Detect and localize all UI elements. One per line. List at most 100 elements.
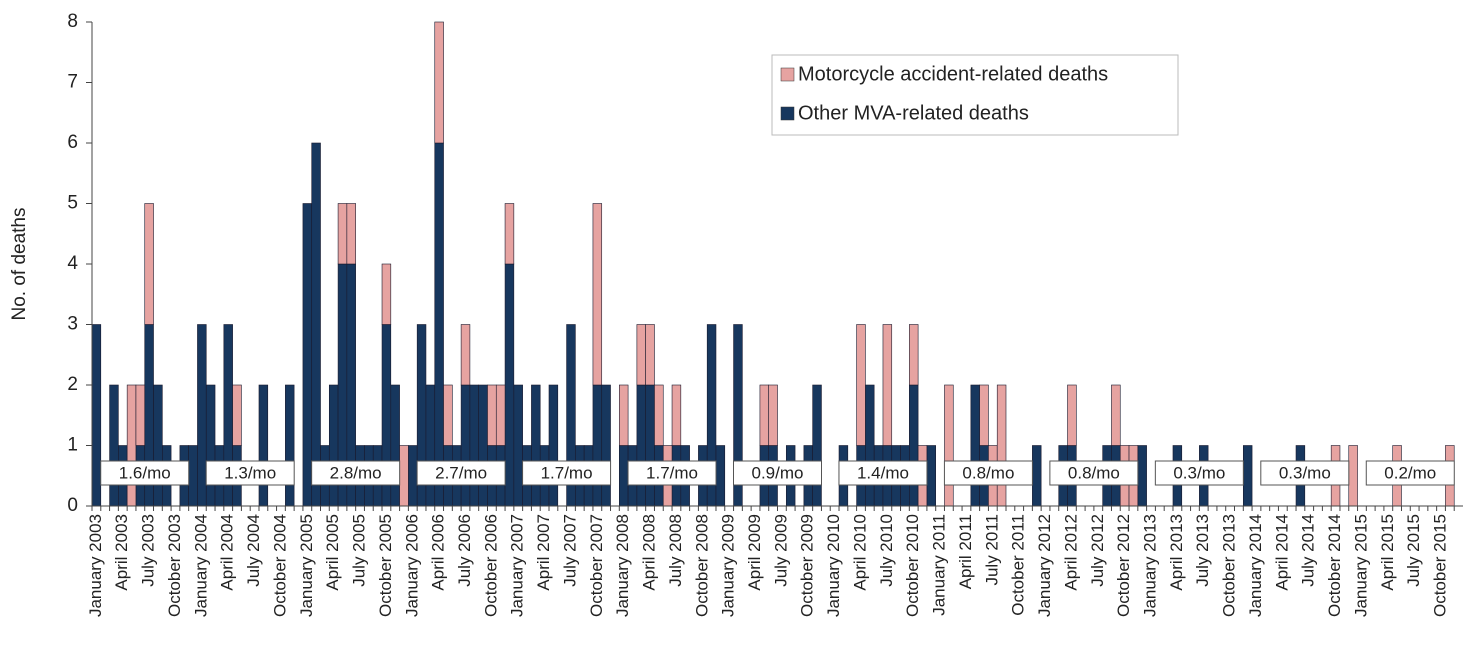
bar-segment: [531, 384, 541, 507]
x-tick-label: October 2012: [1114, 514, 1133, 617]
x-tick-label: April 2014: [1272, 514, 1291, 591]
bar-segment: [495, 384, 506, 446]
x-tick-label: April 2011: [956, 514, 975, 589]
bar-segment: [856, 324, 866, 446]
x-tick-label: January 2006: [402, 514, 421, 617]
bar-segment: [909, 384, 919, 507]
legend-swatch: [780, 106, 795, 121]
annotation-box: [1260, 460, 1350, 486]
x-tick-label: July 2003: [139, 514, 158, 587]
bar-segment: [144, 203, 154, 325]
bar-segment: [636, 324, 646, 386]
annotation: 2.8/mo: [330, 463, 382, 482]
bar-segment: [654, 384, 664, 446]
x-tick-label: January 2009: [719, 514, 738, 617]
x-tick-label: July 2008: [666, 514, 685, 587]
annotation-box: [733, 460, 822, 486]
x-tick-label: July 2012: [1088, 514, 1107, 587]
x-tick-label: January 2011: [930, 514, 949, 616]
bar-segment: [205, 384, 216, 507]
x-tick-label: October 2007: [587, 514, 606, 617]
x-tick-label: July 2011: [982, 514, 1001, 586]
bar-segment: [504, 203, 515, 265]
y-tick-label: 8: [67, 11, 78, 32]
x-tick-label: April 2008: [640, 514, 659, 591]
x-tick-label: April 2015: [1378, 514, 1397, 591]
x-tick-label: January 2003: [86, 514, 105, 617]
x-tick-label: January 2014: [1246, 514, 1265, 617]
x-tick-label: October 2010: [903, 514, 922, 617]
x-tick-label: January 2013: [1140, 514, 1159, 617]
bar-segment: [1137, 445, 1147, 507]
annotation-box: [311, 460, 401, 486]
y-tick-label: 0: [67, 495, 78, 516]
bar-segment: [671, 384, 682, 446]
legend-swatch: [780, 67, 795, 82]
bar-segment: [865, 384, 875, 507]
legend-label: Motorcycle accident-related deaths: [798, 63, 1108, 85]
bar-segment: [381, 263, 392, 325]
bar-segment: [715, 445, 726, 507]
bar-segment: [759, 384, 770, 446]
x-tick-label: July 2005: [350, 514, 369, 587]
annotation-box: [1365, 460, 1455, 486]
annotation: 1.6/mo: [119, 463, 171, 482]
bar-segment: [135, 384, 146, 446]
x-tick-label: April 2003: [112, 514, 131, 591]
x-tick-label: April 2004: [218, 514, 237, 591]
bar-segment: [311, 142, 321, 507]
x-tick-label: April 2005: [323, 514, 342, 591]
annotation-box: [416, 460, 506, 486]
legend-box: [771, 54, 1179, 136]
bar-segment: [926, 445, 936, 507]
bar-segment: [601, 384, 611, 507]
x-tick-label: July 2004: [244, 514, 263, 587]
annotation: 0.3/mo: [1173, 463, 1225, 482]
y-tick-label: 5: [67, 193, 78, 214]
y-tick-label: 1: [67, 435, 78, 456]
x-tick-label: July 2014: [1299, 514, 1318, 587]
bar-segment: [188, 445, 198, 507]
legend-label: Other MVA-related deaths: [798, 102, 1029, 124]
y-tick-label: 3: [67, 314, 78, 335]
bar-segment: [1348, 445, 1358, 507]
y-tick-label: 7: [67, 72, 78, 93]
x-tick-label: July 2010: [877, 514, 896, 587]
annotation-box: [943, 460, 1033, 486]
bar-segment: [1242, 445, 1253, 507]
bar-segment: [619, 445, 629, 507]
y-tick-label: 6: [67, 132, 78, 153]
bar-segment: [487, 384, 497, 446]
bar-segment: [996, 384, 1007, 507]
bar-segment: [302, 203, 313, 507]
bar-segment: [970, 384, 980, 507]
x-tick-label: July 2013: [1193, 514, 1212, 587]
bar-segment: [979, 384, 989, 446]
x-tick-label: October 2014: [1325, 514, 1344, 617]
bar-segment: [434, 21, 444, 144]
bar-segment: [1111, 384, 1121, 446]
x-tick-label: April 2013: [1167, 514, 1186, 591]
bar-segment: [592, 203, 603, 386]
x-tick-label: October 2011: [1009, 514, 1028, 616]
bar-segment: [636, 384, 646, 507]
bar-segment: [109, 384, 119, 507]
bar-segment: [399, 445, 409, 507]
x-tick-label: July 2006: [455, 514, 474, 587]
bar-segment: [645, 324, 655, 386]
bar-segment: [153, 384, 163, 507]
x-tick-label: April 2010: [850, 514, 869, 591]
annotation: 0.2/mo: [1384, 463, 1436, 482]
bar-segment: [443, 384, 453, 446]
bar-segment: [645, 384, 655, 507]
bar-segment: [126, 384, 137, 507]
bar-segment: [909, 324, 919, 386]
annotation: 0.8/mo: [1068, 463, 1120, 482]
bar-segment: [328, 384, 339, 507]
x-tick-label: January 2004: [191, 514, 210, 617]
bar-segment: [1067, 384, 1077, 446]
bar-segment: [197, 324, 207, 507]
x-tick-label: October 2015: [1431, 514, 1450, 617]
x-tick-label: January 2015: [1351, 514, 1370, 617]
